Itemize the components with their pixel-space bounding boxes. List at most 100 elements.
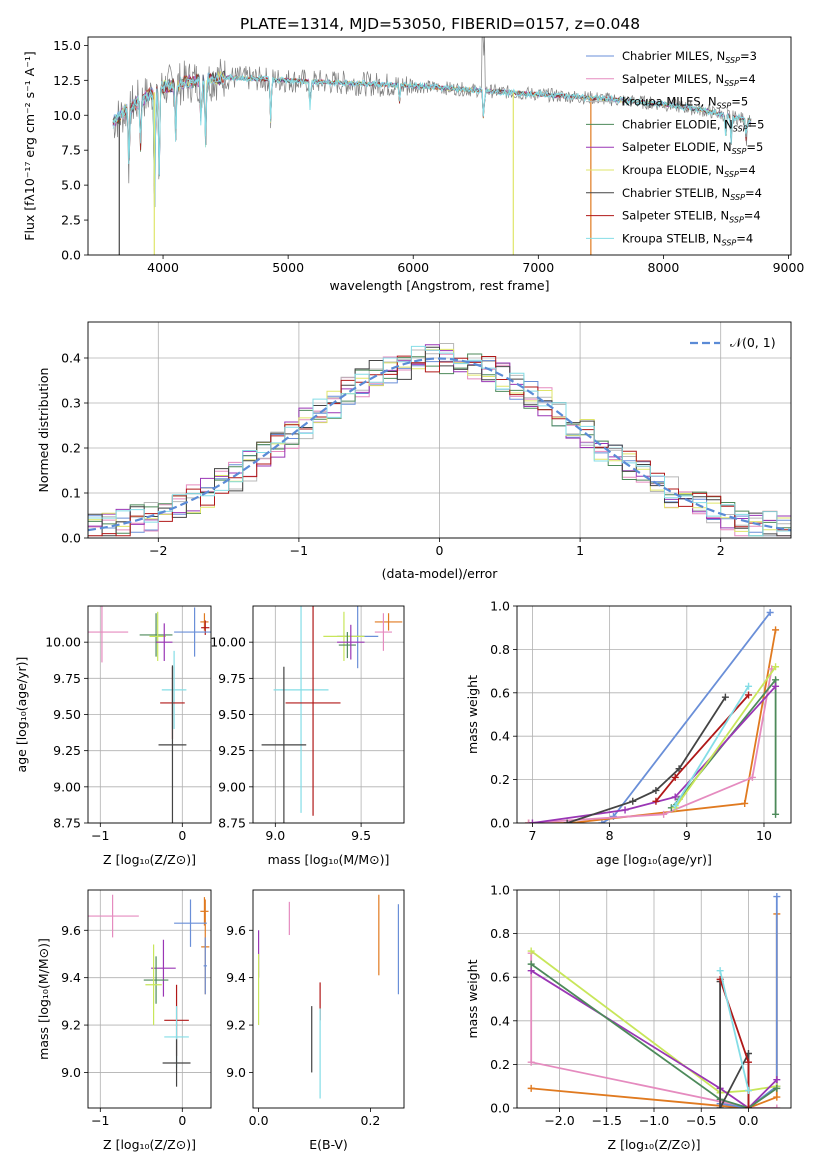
mass_vs_Z-axes: −1 0 9.0 9.2 9.4 9.6	[61, 890, 211, 1128]
weight-point-marker	[671, 793, 679, 801]
y-tick-label: 9.25	[218, 743, 246, 758]
x-tick-label: 8	[606, 828, 614, 843]
y-tick-label: 0.4	[61, 351, 81, 366]
x-tick-label: 9.0	[265, 828, 285, 843]
weight-series-line	[674, 666, 777, 809]
x-tick-label: 0.0	[249, 1113, 269, 1128]
residuals-frame	[87, 321, 792, 539]
x-tick-label: −1.5	[592, 1113, 622, 1128]
y-tick-label: 8.75	[53, 816, 81, 831]
weight-series-line	[530, 969, 778, 1108]
y-tick-label: 0.6	[490, 685, 510, 700]
weight_vs_Z-frame	[516, 889, 792, 1109]
weight-point-marker	[772, 810, 780, 818]
weight-point-marker	[527, 947, 535, 955]
mass_vs_Z-points	[88, 894, 210, 1087]
legend-label: Salpeter MILES, NSSP=4	[622, 72, 756, 88]
weight-series-line	[674, 685, 750, 807]
y-axis-label: mass [log₁₀(M/M⊙)]	[36, 938, 51, 1060]
errorbar	[285, 606, 341, 816]
errorbar	[338, 632, 356, 659]
weight-point-marker	[716, 1104, 724, 1108]
y-axis-label: Flux [fλ10⁻¹⁷ erg cm⁻² s⁻¹ A⁻¹]	[22, 51, 37, 240]
mass_vs_ebv-frame	[252, 889, 405, 1109]
x-axis-label: mass [log₁₀(M/M⊙)]	[268, 852, 390, 867]
weight-series-line	[719, 896, 778, 1108]
y-axis-label: Normed distribution	[36, 368, 51, 493]
y-tick-label: 2.5	[61, 213, 81, 228]
errorbar	[261, 666, 307, 823]
weight-point-marker	[629, 797, 637, 805]
weight-series-line	[530, 963, 778, 1108]
y-tick-label: 0.2	[490, 772, 510, 787]
errorbar	[143, 956, 169, 1004]
weight-point-marker	[773, 1093, 781, 1101]
weight_vs_Z-axes: −2.0 −1.5 −1.0 −0.5 0.0 0.0 0.2 0.4 0.6 0.8 1.0	[490, 883, 791, 1128]
errorbar	[200, 897, 209, 926]
x-tick-label: 4000	[147, 260, 179, 275]
y-tick-label: 0.8	[490, 926, 510, 941]
y-tick-label: 9.00	[218, 779, 246, 794]
y-tick-label: 1.0	[490, 599, 510, 614]
y-tick-label: 9.0	[226, 1065, 246, 1080]
y-tick-label: 0.4	[490, 729, 510, 744]
weight-point-marker	[744, 1058, 752, 1066]
errorbar	[158, 665, 187, 823]
weight-point-marker	[721, 693, 729, 701]
y-tick-label: 9.00	[53, 779, 81, 794]
y-tick-label: 5.0	[61, 178, 81, 193]
errorbar	[174, 607, 211, 657]
errorbar	[273, 606, 329, 813]
x-tick-label: 9	[683, 828, 691, 843]
y-tick-label: 9.75	[218, 671, 246, 686]
weight-point-marker	[527, 1084, 535, 1092]
spectrum-lines	[112, 37, 752, 255]
x-tick-label: 9.5	[351, 828, 371, 843]
y-tick-label: 9.6	[61, 923, 81, 938]
weight-series-line	[532, 685, 777, 823]
legend-label: Kroupa STELIB, NSSP=4	[622, 231, 753, 247]
age_vs_mass-points	[261, 606, 403, 823]
spectrum-frame	[87, 36, 792, 256]
legend-label: Kroupa MILES, NSSP=5	[622, 95, 748, 111]
x-tick-label: 7000	[522, 260, 554, 275]
x-tick-label: 0.0	[739, 1113, 759, 1128]
x-axis-label: E(B-V)	[309, 1137, 348, 1152]
weight-point-marker	[772, 626, 780, 634]
weight-point-marker	[745, 682, 753, 690]
x-tick-label: 7	[528, 828, 536, 843]
spectrum-model-line	[112, 73, 751, 207]
x-tick-label: −1.0	[639, 1113, 669, 1128]
weight-point-marker	[773, 1104, 781, 1108]
x-tick-label: −1	[91, 828, 109, 843]
spectrum-axes: 4000 5000 6000 7000 8000 9000 0.0 2.5 5.0 7.5 10.0…	[53, 38, 804, 275]
x-tick-label: 0	[178, 1113, 186, 1128]
errorbar	[174, 899, 207, 947]
histogram-lines	[88, 343, 791, 537]
weight-point-marker	[652, 786, 660, 794]
y-tick-label: 0.6	[490, 970, 510, 985]
weight-point-marker	[744, 1087, 752, 1095]
x-tick-label: 8000	[648, 260, 680, 275]
weight_vs_Z-lines	[527, 893, 781, 1108]
weight-point-marker	[528, 819, 536, 823]
y-tick-label: 0.0	[490, 816, 510, 831]
y-tick-label: 10.00	[45, 635, 81, 650]
legend-label: Kroupa ELODIE, NSSP=4	[622, 163, 756, 179]
age_vs_mass-axes: 9.0 9.5 8.75 9.00 9.25 9.50 9.75 10.00	[210, 606, 404, 843]
x-axis-label: age [log₁₀(age/yr)]	[596, 852, 712, 867]
legend-label: Salpeter ELODIE, NSSP=5	[622, 140, 763, 156]
weight-point-marker	[527, 1058, 535, 1066]
y-tick-label: 10.00	[210, 635, 246, 650]
x-tick-label: 0.2	[360, 1113, 380, 1128]
x-axis-label: Z [log₁₀(Z/Z⊙)]	[103, 1137, 196, 1152]
errorbar	[145, 944, 162, 1026]
y-tick-label: 9.2	[61, 1018, 81, 1033]
x-tick-label: 0	[436, 543, 444, 558]
mass_vs_ebv-points	[257, 894, 400, 1099]
y-tick-label: 0.1	[61, 486, 81, 501]
figure-title: PLATE=1314, MJD=53050, FIBERID=0157, z=0…	[240, 15, 640, 33]
x-tick-label: 2	[717, 543, 725, 558]
legend-label: 𝒩(0, 1)	[730, 335, 776, 350]
weight_vs_age-frame	[516, 605, 792, 824]
